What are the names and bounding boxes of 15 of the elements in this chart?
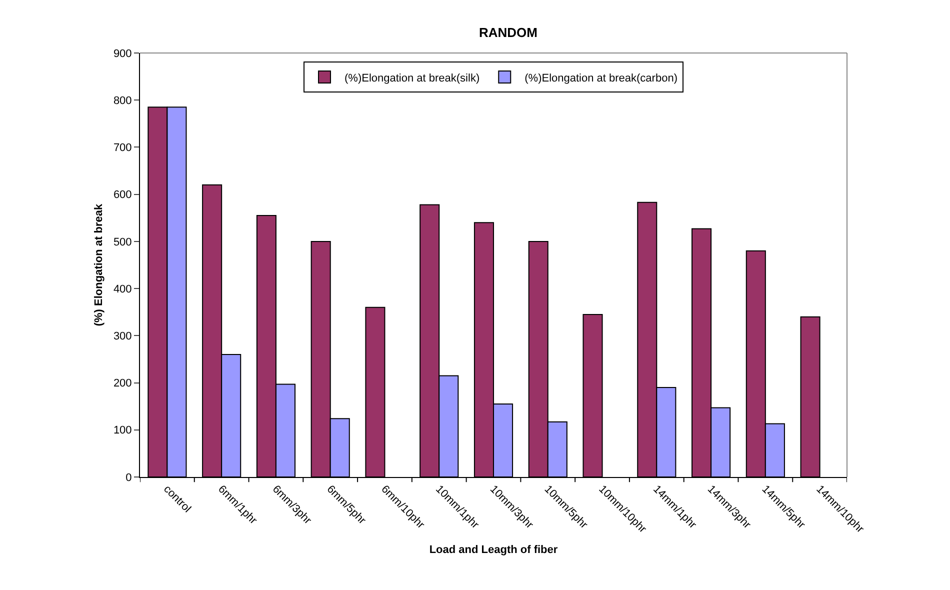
y-tick-label: 600 bbox=[113, 189, 132, 202]
y-tick-label: 0 bbox=[126, 472, 132, 484]
legend-label: (%)Elongation at break(carbon) bbox=[524, 72, 678, 84]
x-axis-title: Load and Leagth of fiber bbox=[429, 544, 558, 556]
y-tick-label: 100 bbox=[113, 424, 132, 437]
y-tick-label: 900 bbox=[113, 48, 132, 60]
y-tick-label: 300 bbox=[113, 330, 132, 343]
y-tick-label: 500 bbox=[113, 236, 132, 248]
y-tick-label: 200 bbox=[113, 378, 132, 390]
y-tick-label: 400 bbox=[113, 283, 132, 296]
y-tick-label: 800 bbox=[113, 94, 132, 107]
y-tick-label: 700 bbox=[113, 142, 132, 154]
chart-title: RANDOM bbox=[479, 25, 538, 40]
legend-label: (%)Elongation at break(silk) bbox=[344, 72, 480, 84]
y-axis-title: (%) Elongation at break bbox=[93, 203, 106, 326]
